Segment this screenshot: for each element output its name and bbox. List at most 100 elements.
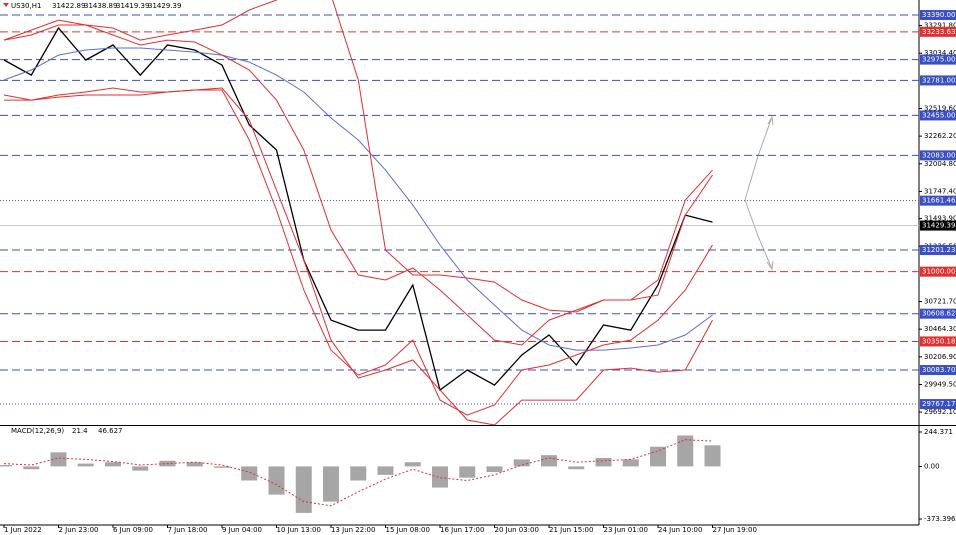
level-label-box	[920, 245, 956, 256]
histogram-bar	[459, 466, 476, 478]
x-tick-label: 20 Jun 03:00	[495, 526, 539, 534]
x-tick-label: 1 Jun 2022	[4, 526, 42, 534]
level-label: 32455.00	[922, 111, 955, 119]
series-line	[3, 26, 713, 392]
x-tick-label: 9 Jun 04:00	[222, 526, 262, 534]
level-label-box	[920, 308, 956, 319]
y-tick-label: 32519.60	[924, 104, 956, 112]
histogram-bar	[350, 466, 367, 481]
level-label: 31429.39	[922, 222, 955, 230]
y-tick-label: 33291.80	[924, 22, 956, 30]
level-label-box	[920, 75, 956, 86]
level-label: 33233.63	[922, 28, 955, 36]
y-tick-label: 31747.40	[924, 187, 956, 195]
symbol-marker	[3, 3, 9, 7]
histogram-bar	[77, 463, 94, 467]
level-label-box	[920, 266, 956, 277]
histogram-bar	[704, 445, 721, 467]
ohlc-value: 31429.39	[148, 2, 181, 10]
level-label: 31000.00	[922, 268, 955, 276]
level-label-box	[920, 10, 956, 21]
ohlc-value: 31422.89	[52, 2, 85, 10]
level-label: 33390.00	[922, 11, 955, 19]
level-label: 31201.23	[922, 246, 955, 254]
histogram-bar	[377, 466, 394, 475]
level-label-box	[920, 110, 956, 121]
price-plot	[0, 0, 919, 425]
level-label-box	[920, 220, 956, 231]
level-label-box	[920, 336, 956, 347]
y-tick-label: 29949.50	[924, 380, 956, 388]
histogram-bar	[186, 462, 203, 467]
symbol-title: US30,H1	[11, 2, 41, 10]
x-tick-label: 2 Jun 23:00	[59, 526, 99, 534]
y-tick-label: 30721.70	[924, 298, 956, 306]
histogram-bar	[268, 466, 285, 495]
level-label: 30083.70	[922, 366, 955, 374]
x-tick-label: 16 Jun 17:00	[440, 526, 484, 534]
level-label-box	[920, 195, 956, 206]
x-tick-label: 15 Jun 08:00	[386, 526, 430, 534]
histogram-bar	[486, 466, 503, 473]
level-label: 32975.00	[922, 56, 955, 64]
level-label-box	[920, 54, 956, 65]
histogram-bar	[50, 452, 67, 467]
histogram-bar	[541, 455, 557, 467]
y-tick-label: 244.371	[924, 428, 953, 436]
histogram-bar	[105, 462, 121, 467]
ohlc-value: 31438.89	[84, 2, 117, 10]
histogram-bar	[595, 457, 612, 467]
level-label: 29767.17	[922, 400, 955, 408]
x-tick-label: 24 Jun 10:00	[658, 526, 702, 534]
x-tick-label: 27 Jun 19:00	[713, 526, 757, 534]
histogram-bar	[295, 466, 312, 513]
level-label: 30350.18	[922, 337, 955, 345]
histogram-bar	[214, 466, 230, 468]
level-label: 32781.00	[922, 76, 955, 84]
level-label-box	[920, 399, 956, 410]
series-line	[3, 87, 713, 416]
x-tick-label: 7 Jun 18:00	[168, 526, 208, 534]
level-label-box	[920, 365, 956, 376]
x-tick-label: 10 Jun 13:00	[277, 526, 321, 534]
histogram-bar	[432, 466, 448, 488]
x-tick-label: 6 Jun 09:00	[113, 526, 153, 534]
level-label: 31661.46	[922, 197, 956, 205]
series-line	[3, 47, 713, 351]
y-tick-label: 32262.20	[924, 132, 956, 140]
series-line	[3, 0, 713, 313]
x-tick-label: 21 Jun 15:00	[549, 526, 593, 534]
series-line	[4, 87, 713, 425]
histogram-bar	[23, 466, 40, 470]
y-tick-label: 30206.90	[924, 353, 956, 361]
histogram-bar	[622, 459, 639, 467]
level-label: 32083.00	[922, 151, 955, 159]
level-label-box	[920, 26, 956, 37]
projection-arrows	[744, 115, 774, 271]
histogram-bar	[404, 462, 421, 467]
histogram-bar	[677, 435, 694, 467]
ohlc-value: 31419.39	[116, 2, 149, 10]
y-tick-label: 29692.10	[924, 408, 956, 416]
macd-plot	[0, 435, 721, 513]
y-tick-label: 31493.90	[924, 215, 956, 223]
y-tick-label: 30464.30	[924, 325, 956, 333]
x-tick-label: 23 Jun 01:00	[604, 526, 648, 534]
y-tick-label: 32004.80	[924, 160, 956, 168]
histogram-bar	[650, 446, 666, 467]
histogram-bar	[513, 459, 530, 467]
y-tick-label: -373.396	[924, 515, 956, 523]
y-tick-label: 33034.40	[924, 49, 956, 57]
histogram-bar	[323, 466, 339, 502]
macd-reading: 46.627	[98, 427, 123, 435]
level-label-box	[920, 150, 956, 161]
series-line	[3, 439, 713, 507]
x-tick-label: 13 Jun 22:00	[331, 526, 375, 534]
macd-title: MACD(12,26,9)	[11, 427, 64, 435]
histogram-bar	[132, 466, 149, 471]
macd-reading: 21.4	[72, 427, 88, 435]
level-label: 30608.62	[922, 310, 955, 318]
histogram-bar	[241, 466, 258, 481]
series-line	[3, 19, 713, 346]
